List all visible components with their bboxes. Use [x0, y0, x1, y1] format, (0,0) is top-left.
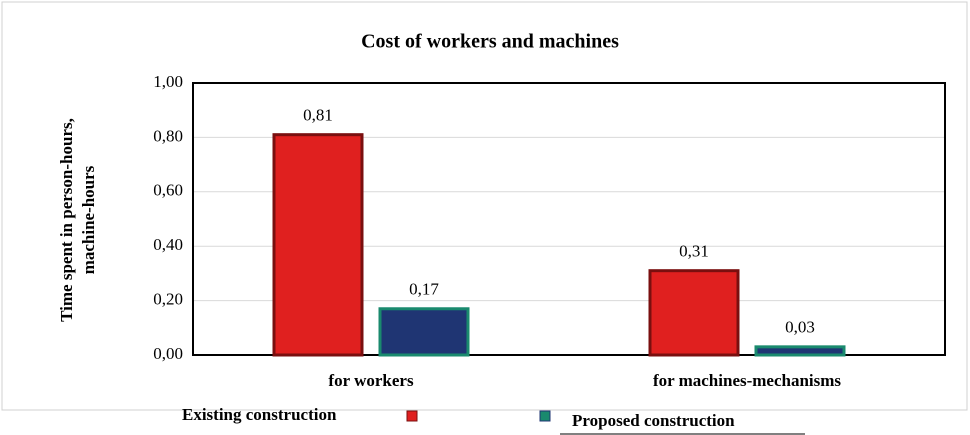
legend-label: Proposed construction: [572, 411, 735, 430]
x-tick-label: for machines-mechanisms: [653, 371, 841, 390]
data-label: 0,17: [409, 280, 439, 299]
y-tick-label: 0,80: [153, 126, 183, 145]
bar: [272, 133, 364, 357]
plot-frame: [192, 82, 946, 356]
y-tick-label: 0,60: [153, 181, 183, 200]
chart-title: Cost of workers and machines: [361, 31, 619, 53]
data-label: 0,81: [303, 106, 333, 125]
bar: [754, 345, 846, 357]
bar: [648, 269, 740, 357]
legend-swatch: [539, 410, 551, 422]
y-axis-label: machine-hours: [79, 165, 98, 274]
y-tick-label: 0,00: [153, 344, 183, 363]
chart-frame: [1, 1, 968, 411]
legend-label: Existing construction: [182, 405, 337, 424]
data-label: 0,31: [679, 242, 709, 261]
legend-swatch: [406, 410, 418, 422]
y-axis-label: Time spent in person-hours,: [57, 118, 76, 322]
x-tick-label: for workers: [328, 371, 414, 390]
y-tick-label: 0,40: [153, 235, 183, 254]
y-tick-label: 0,20: [153, 290, 183, 309]
y-tick-label: 1,00: [153, 72, 183, 91]
bar: [378, 307, 470, 357]
data-label: 0,03: [785, 318, 815, 337]
